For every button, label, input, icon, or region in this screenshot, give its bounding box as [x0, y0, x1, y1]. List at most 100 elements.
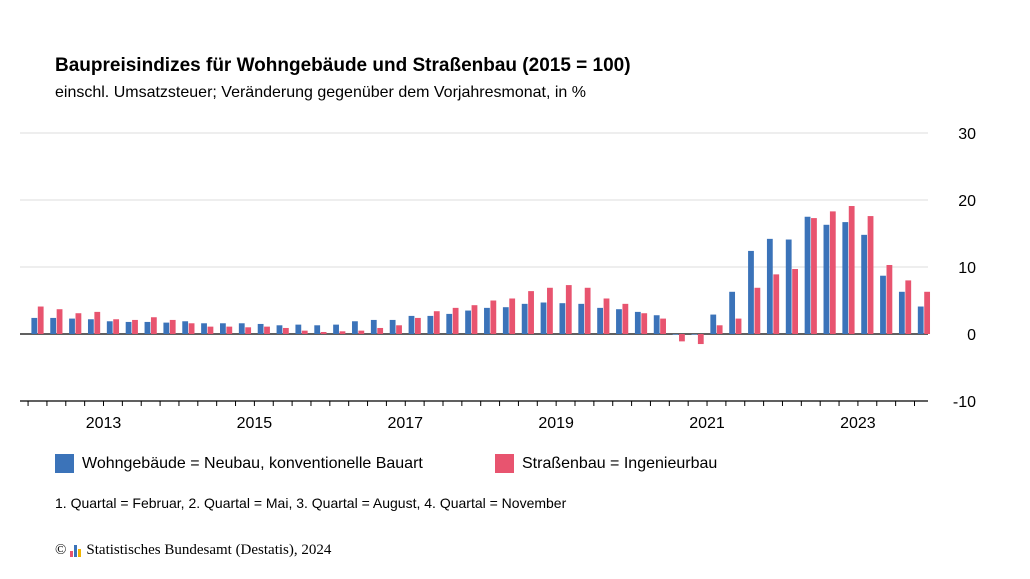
bar-wohngebaeude — [370, 319, 377, 334]
bar-wohngebaeude — [389, 319, 396, 334]
bar-wohngebaeude — [691, 334, 698, 335]
bar-strassenbau — [490, 300, 497, 334]
bar-wohngebaeude — [672, 334, 679, 335]
bar-wohngebaeude — [861, 234, 868, 334]
bar-wohngebaeude — [125, 321, 132, 334]
bar-strassenbau — [811, 218, 817, 334]
bar-wohngebaeude — [238, 323, 245, 334]
bar-strassenbau — [301, 330, 308, 334]
bar-wohngebaeude — [521, 303, 528, 334]
bar-wohngebaeude — [69, 318, 75, 334]
bar-strassenbau — [358, 330, 365, 334]
bar-strassenbau — [169, 319, 176, 334]
source-text: Statistisches Bundesamt (Destatis), 2024 — [86, 542, 332, 558]
legend-label-strassenbau: Straßenbau = Ingenieurbau — [522, 454, 718, 472]
bar-strassenbau — [735, 318, 742, 334]
bar-wohngebaeude — [144, 321, 151, 334]
bar-wohngebaeude — [540, 302, 547, 334]
y-tick-label: 30 — [958, 126, 976, 143]
bar-wohngebaeude — [333, 324, 339, 334]
bar-wohngebaeude — [823, 224, 830, 334]
copyright-symbol: © — [55, 542, 67, 558]
bar-wohngebaeude — [427, 315, 434, 334]
bar-strassenbau — [226, 326, 233, 334]
bar-wohngebaeude — [484, 307, 490, 334]
bar-wohngebaeude — [559, 303, 566, 334]
bar-wohngebaeude — [257, 323, 264, 334]
bar-wohngebaeude — [276, 325, 283, 334]
bar-strassenbau — [433, 311, 440, 334]
bar-wohngebaeude — [917, 306, 924, 334]
legend-swatch-strassenbau — [495, 454, 514, 473]
legend-swatch-wohngebaeude — [55, 454, 74, 473]
bar-strassenbau — [339, 331, 346, 334]
bar-wohngebaeude — [880, 275, 886, 334]
legend-item-strassenbau: Straßenbau = Ingenieurbau — [495, 454, 717, 473]
bar-strassenbau — [471, 305, 478, 334]
bar-strassenbau — [754, 287, 761, 334]
bar-wohngebaeude — [634, 311, 641, 334]
bar-chart: -10 0 10 20 30 2013 2015 2017 2019 2021 2023 — [20, 126, 976, 432]
bar-strassenbau — [132, 319, 138, 334]
bar-strassenbau — [94, 311, 101, 334]
x-tick-label: 2021 — [689, 415, 725, 432]
bar-wohngebaeude — [31, 317, 38, 334]
bar-wohngebaeude — [314, 325, 321, 334]
bar-strassenbau — [188, 323, 195, 334]
bar-wohngebaeude — [87, 319, 94, 334]
y-tick-label: 10 — [958, 260, 976, 277]
bar-strassenbau — [37, 306, 44, 334]
destatis-logo-icon — [70, 544, 82, 557]
bar-strassenbau — [245, 327, 252, 334]
bar-strassenbau — [150, 317, 157, 334]
legend-item-wohngebaeude: Wohngebäude = Neubau, konventionelle Bau… — [55, 454, 423, 473]
x-tick-label: 2019 — [538, 415, 574, 432]
bar-wohngebaeude — [182, 321, 189, 334]
bar-wohngebaeude — [163, 322, 170, 334]
bar-strassenbau — [679, 334, 685, 342]
quarter-note: 1. Quartal = Februar, 2. Quartal = Mai, … — [55, 495, 567, 511]
bar-wohngebaeude — [408, 315, 415, 334]
y-tick-label: 0 — [967, 327, 976, 344]
bar-wohngebaeude — [653, 315, 660, 334]
x-tick-label: 2015 — [237, 415, 273, 432]
bar-strassenbau — [547, 287, 553, 334]
bar-strassenbau — [641, 313, 648, 334]
bar-strassenbau — [622, 303, 629, 334]
legend-label-wohngebaeude: Wohngebäude = Neubau, konventionelle Bau… — [82, 454, 423, 472]
bar-strassenbau — [924, 291, 931, 334]
x-tick-label: 2017 — [387, 415, 423, 432]
bar-wohngebaeude — [804, 216, 811, 334]
bar-wohngebaeude — [502, 307, 509, 334]
chart-title: Baupreisindizes für Wohngebäude und Stra… — [55, 55, 631, 76]
bar-strassenbau — [792, 269, 798, 334]
bar-strassenbau — [716, 325, 723, 334]
axes: -10 0 10 20 30 2013 2015 2017 2019 2021 2023 — [20, 126, 976, 432]
bar-wohngebaeude — [295, 324, 302, 334]
bar-strassenbau — [867, 216, 874, 334]
bar-wohngebaeude — [748, 250, 754, 334]
bar-strassenbau — [377, 327, 384, 334]
bar-wohngebaeude — [898, 291, 905, 334]
bar-wohngebaeude — [50, 317, 57, 334]
bar-strassenbau — [773, 274, 780, 334]
y-tick-label: -10 — [953, 394, 976, 411]
bar-wohngebaeude — [842, 222, 849, 334]
bar-strassenbau — [528, 291, 534, 334]
bar-strassenbau — [56, 309, 63, 334]
bar-strassenbau — [584, 287, 591, 334]
bar-strassenbau — [113, 319, 120, 334]
bar-wohngebaeude — [465, 310, 471, 334]
bar-wohngebaeude — [106, 321, 113, 334]
bar-strassenbau — [848, 206, 855, 334]
bars — [31, 206, 931, 345]
bar-wohngebaeude — [352, 321, 358, 334]
bar-wohngebaeude — [729, 291, 736, 334]
grid-lines — [20, 132, 928, 335]
bar-wohngebaeude — [616, 309, 622, 334]
bar-wohngebaeude — [766, 238, 773, 334]
x-tick-label: 2013 — [86, 415, 122, 432]
bar-strassenbau — [565, 285, 572, 334]
bar-strassenbau — [886, 264, 893, 334]
bar-strassenbau — [509, 298, 516, 334]
